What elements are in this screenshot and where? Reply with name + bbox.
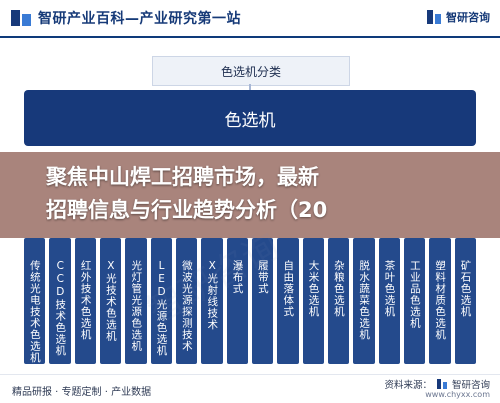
category-title-box: 色选机分类: [152, 56, 350, 86]
type-columns: 传统光电技术色选机 CCD技术色选机 红外技术色选机 X光技术色选机 光灯管光源色选机 L…: [24, 238, 476, 364]
type-label: X光射线技术: [206, 260, 219, 331]
type-node: 光灯管光源色选机: [125, 238, 147, 364]
brand: 智研咨询: [426, 9, 490, 25]
root-node: 色选机: [24, 90, 476, 146]
type-label: 微波光源探测技术: [180, 260, 193, 352]
type-node: LED光源色选机: [150, 238, 172, 364]
source-label: 资料来源：: [384, 380, 432, 391]
headline: 聚焦中山焊工招聘市场，最新 招聘信息与行业趋势分析（20: [46, 161, 492, 227]
connector-line: [249, 84, 251, 90]
type-node: 自由落体式: [277, 238, 299, 364]
page-footer: 精品研报 · 专题定制 · 产业数据 资料来源： 智研咨询 www.chyxx.…: [0, 374, 500, 403]
type-node: X光射线技术: [201, 238, 223, 364]
type-node: 杂粮色选机: [327, 238, 350, 364]
type-node: 传统光电技术色选机: [24, 238, 46, 364]
page-header: 智研产业百科—产业研究第一站 智研咨询: [0, 0, 500, 38]
type-label: 瀑布式: [231, 260, 244, 295]
type-node: 矿石色选机: [454, 238, 476, 364]
type-label: X光技术色选机: [104, 260, 117, 342]
brand-name: 智研咨询: [446, 11, 490, 24]
headline-line-1: 聚焦中山焊工招聘市场，最新: [46, 165, 319, 189]
type-node: 瀑布式: [226, 238, 248, 364]
logo-icon: [11, 10, 31, 26]
type-node: X光技术色选机: [99, 238, 122, 364]
type-label: 大米色选机: [307, 260, 320, 318]
type-label: 塑料材质色选机: [434, 260, 447, 341]
type-label: 自由落体式: [282, 260, 295, 318]
headline-banner: [0, 152, 500, 238]
type-label: 杂粮色选机: [332, 260, 345, 318]
type-node: 大米色选机: [302, 238, 324, 364]
type-label: 红外技术色选机: [79, 260, 92, 341]
type-label: 光灯管光源色选机: [130, 260, 143, 352]
type-node: 履带式: [251, 238, 274, 364]
type-node: 茶叶色选机: [378, 238, 400, 364]
type-label: CCD技术色选机: [54, 260, 67, 357]
source-url: www.chyxx.com: [425, 390, 490, 399]
brand-logo-icon: [427, 10, 441, 24]
type-node: 脱水蔬菜色选机: [353, 238, 375, 364]
headline-line-2: 招聘信息与行业趋势分析（20: [46, 198, 328, 222]
type-label: 脱水蔬菜色选机: [358, 260, 371, 341]
type-label: 履带式: [256, 260, 269, 295]
type-node: 工业品色选机: [403, 238, 426, 364]
type-node: 微波光源探测技术: [175, 238, 198, 364]
type-label: 矿石色选机: [459, 260, 472, 318]
type-label: LED光源色选机: [155, 260, 168, 357]
source-logo-icon: [436, 379, 447, 389]
type-node: 塑料材质色选机: [429, 238, 451, 364]
type-label: 茶叶色选机: [383, 260, 396, 318]
footer-tagline: 精品研报 · 专题定制 · 产业数据: [12, 387, 152, 398]
type-label: 工业品色选机: [408, 260, 421, 329]
type-label: 传统光电技术色选机: [28, 260, 41, 364]
footer-source: 资料来源： 智研咨询: [384, 377, 490, 391]
type-node: CCD技术色选机: [49, 238, 71, 364]
site-title: 智研产业百科—产业研究第一站: [38, 11, 241, 27]
source-brand: 智研咨询: [451, 380, 490, 391]
type-node: 红外技术色选机: [74, 238, 96, 364]
